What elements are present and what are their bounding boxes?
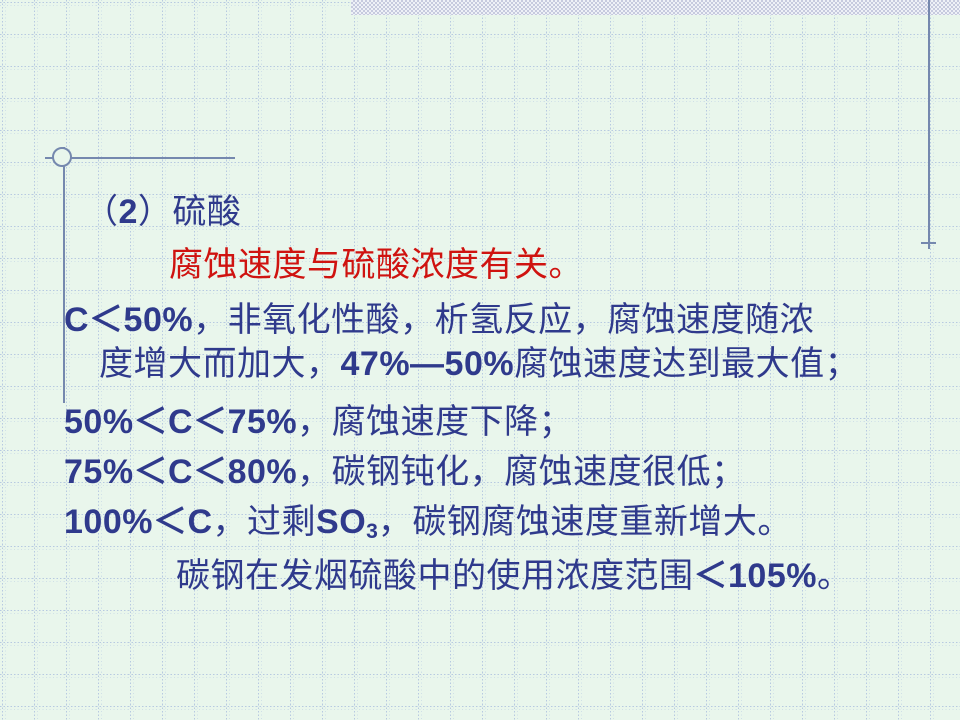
text-segment: 碳钢在发烟硫酸中的使用浓度范围 (176, 558, 694, 595)
crosshair-horizontal-line (45, 157, 235, 159)
text-segment: ，碳钢钝化，腐蚀速度很低； (297, 454, 746, 491)
right-border-line (928, 0, 930, 249)
text-segment: ，过剩 (212, 504, 317, 541)
text-segment: ，非氧化性酸，析氢反应，腐蚀速度随浓 (193, 302, 815, 339)
crosshair-circle-icon (52, 147, 72, 167)
slide-title: （2）硫酸 (84, 192, 241, 233)
text-segment: ，腐蚀速度下降； (297, 404, 574, 441)
text-segment: C＜50% (64, 301, 194, 339)
title-text: ）硫酸 (137, 194, 242, 231)
title-open-paren: （ (84, 194, 119, 231)
text-segment: 47%—50% (340, 345, 515, 383)
body-line-75-to-80: 75%＜C＜80%，碳钢钝化，腐蚀速度很低； (64, 452, 746, 493)
text-segment: 度增大而加大， (99, 346, 341, 383)
text-segment: ＜105% (693, 557, 817, 595)
text-segment: ，碳钢腐蚀速度重新增大。 (377, 504, 792, 541)
crosshair-vertical-line (63, 147, 65, 403)
checkered-band-decoration (351, 0, 960, 15)
body-line-50-to-75: 50%＜C＜75%，腐蚀速度下降； (64, 402, 573, 443)
body-line-above-100: 100%＜C，过剩SO3，碳钢腐蚀速度重新增大。 (64, 502, 792, 547)
so3-subscript: 3 (366, 519, 378, 543)
slide-subtitle: 腐蚀速度与硫酸浓度有关。 (169, 247, 583, 284)
body-line-c-below-50-part2: 度增大而加大，47%—50%腐蚀速度达到最大值； (99, 344, 859, 385)
right-border-line-tick (921, 242, 936, 244)
text-segment: 100%＜C (64, 503, 213, 541)
text-segment: 腐蚀速度达到最大值； (514, 346, 860, 383)
text-segment: SO (316, 503, 367, 541)
body-line-oleum-range: 碳钢在发烟硫酸中的使用浓度范围＜105%。 (176, 556, 851, 597)
text-segment: 。 (816, 558, 852, 595)
title-number: 2 (118, 193, 138, 231)
text-segment: 50%＜C＜75% (64, 403, 298, 441)
text-segment: 75%＜C＜80% (64, 453, 298, 491)
body-line-c-below-50-part1: C＜50%，非氧化性酸，析氢反应，腐蚀速度随浓 (64, 300, 814, 341)
